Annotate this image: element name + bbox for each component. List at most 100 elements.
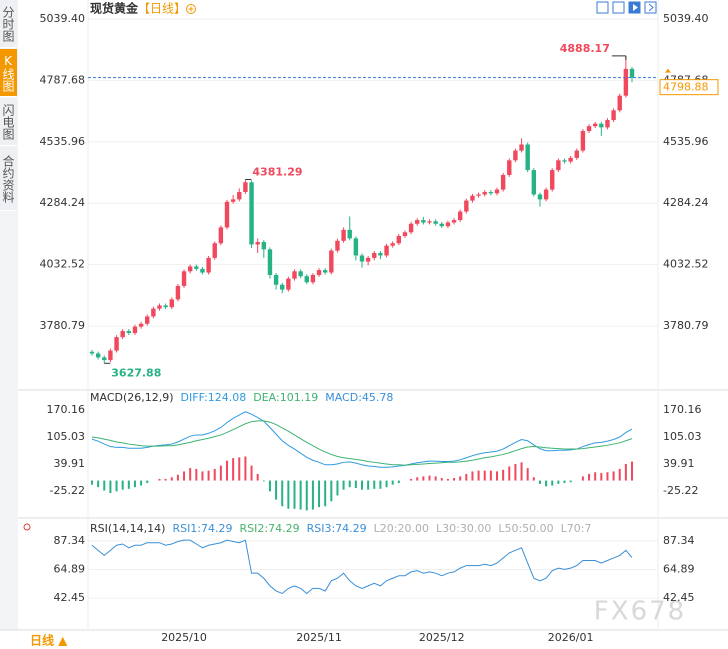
tab[interactable]: 分时图 [0,0,17,48]
candle-body [617,95,622,111]
candle-body [114,337,119,351]
candle-body [108,350,113,361]
candle-body [335,240,340,251]
candle-body [599,123,604,128]
histogram-bar [397,480,400,484]
histogram-bar [373,480,376,489]
y-tick-label: 4032.52 [663,258,709,271]
legend-label: RSI3:74.29 [307,522,367,535]
candle-body [408,223,414,233]
candle-body [243,182,248,193]
candle-body [310,274,316,283]
y-tick-label: 87.34 [54,534,86,547]
histogram-bar [232,458,235,481]
legend-label: L30:30.00 [436,522,491,535]
settings-icon[interactable] [23,523,31,531]
histogram-bar [275,480,278,500]
histogram-bar [262,480,265,482]
histogram-bar [330,480,333,502]
y-tick-label: 3780.79 [40,319,86,332]
candle-body [365,257,371,262]
histogram-bar [440,478,443,481]
candle-body [574,150,579,158]
histogram-bar [109,480,112,493]
zoom-in-button[interactable] [596,1,609,14]
histogram-bar [91,480,93,485]
y-tick-label: 42.45 [663,591,695,604]
x-tick-label: 2025/11 [296,631,342,644]
tab[interactable]: 合约资料 [0,147,17,211]
histogram-bar [446,478,449,481]
candle-body [200,268,205,273]
histogram-bar [342,480,345,490]
histogram-bar [563,480,566,484]
add-icon[interactable] [186,4,196,14]
histogram-bar [140,480,143,486]
histogram-bar [588,473,591,481]
histogram-bar [465,473,468,481]
next-button[interactable] [644,1,657,14]
period-switch[interactable]: 日线 ▲ [30,633,68,648]
y-tick-label: 64.89 [663,563,695,576]
y-tick-label: 4787.68 [40,73,86,86]
histogram-bar [502,469,505,481]
candle-body [157,305,162,309]
candle-body [507,160,512,175]
candle-body [138,323,144,327]
tab[interactable]: 闪电图 [0,98,17,146]
y-tick-label: 39.91 [54,457,86,470]
histogram-bar [600,473,603,481]
candle-body [322,270,328,273]
y-tick-label: 4284.24 [663,196,709,209]
histogram-bar [483,470,486,481]
candle-body [273,274,279,285]
y-tick-label: 4535.96 [40,135,86,148]
candle-body [378,253,383,256]
candle-body [353,238,359,256]
candle-body [280,284,285,290]
x-tick-label: 2026/01 [548,631,594,644]
histogram-bar [551,480,554,486]
candle-body [341,229,346,241]
zoom-out-button[interactable] [612,1,625,14]
candle-body [550,170,555,190]
y-tick-label: 5039.40 [663,12,709,25]
histogram-bar [477,470,480,481]
histogram-bar [538,480,541,484]
candle-body [556,160,561,171]
y-tick-label: 87.34 [663,534,695,547]
candle-body [230,199,236,202]
histogram-bar [115,480,118,492]
extreme-marker [611,55,627,60]
candle-body [267,249,273,275]
histogram-bar [624,463,627,481]
y-tick-label: 4284.24 [40,196,86,209]
candle-body [476,194,481,196]
candle-body [531,170,537,195]
chart-title: 现货黄金 [90,1,139,16]
candle-body [120,331,125,338]
histogram-bar [434,476,437,481]
histogram-bar [146,480,149,484]
y-tick-label: 42.45 [54,591,86,604]
tab[interactable]: K线图 [0,49,17,97]
candle-body [457,211,463,221]
histogram-bar [606,472,609,481]
histogram-bar [618,468,621,481]
candle-body [433,221,438,224]
candle-body [439,223,444,227]
legend-label: DEA:101.19 [253,391,318,404]
y-tick-label: 4535.96 [663,135,709,148]
period-label[interactable]: 【日线】 [138,2,186,16]
candle-body [89,351,95,354]
histogram-bar [391,480,394,485]
y-tick-label: 170.16 [663,403,702,416]
candle-body [359,255,365,262]
histogram-bar [348,480,351,488]
candle-body [605,120,610,128]
histogram-bar [545,480,548,487]
y-tick-label: 5039.40 [40,12,86,25]
histogram-bar [281,480,284,507]
histogram-bar [354,480,357,489]
